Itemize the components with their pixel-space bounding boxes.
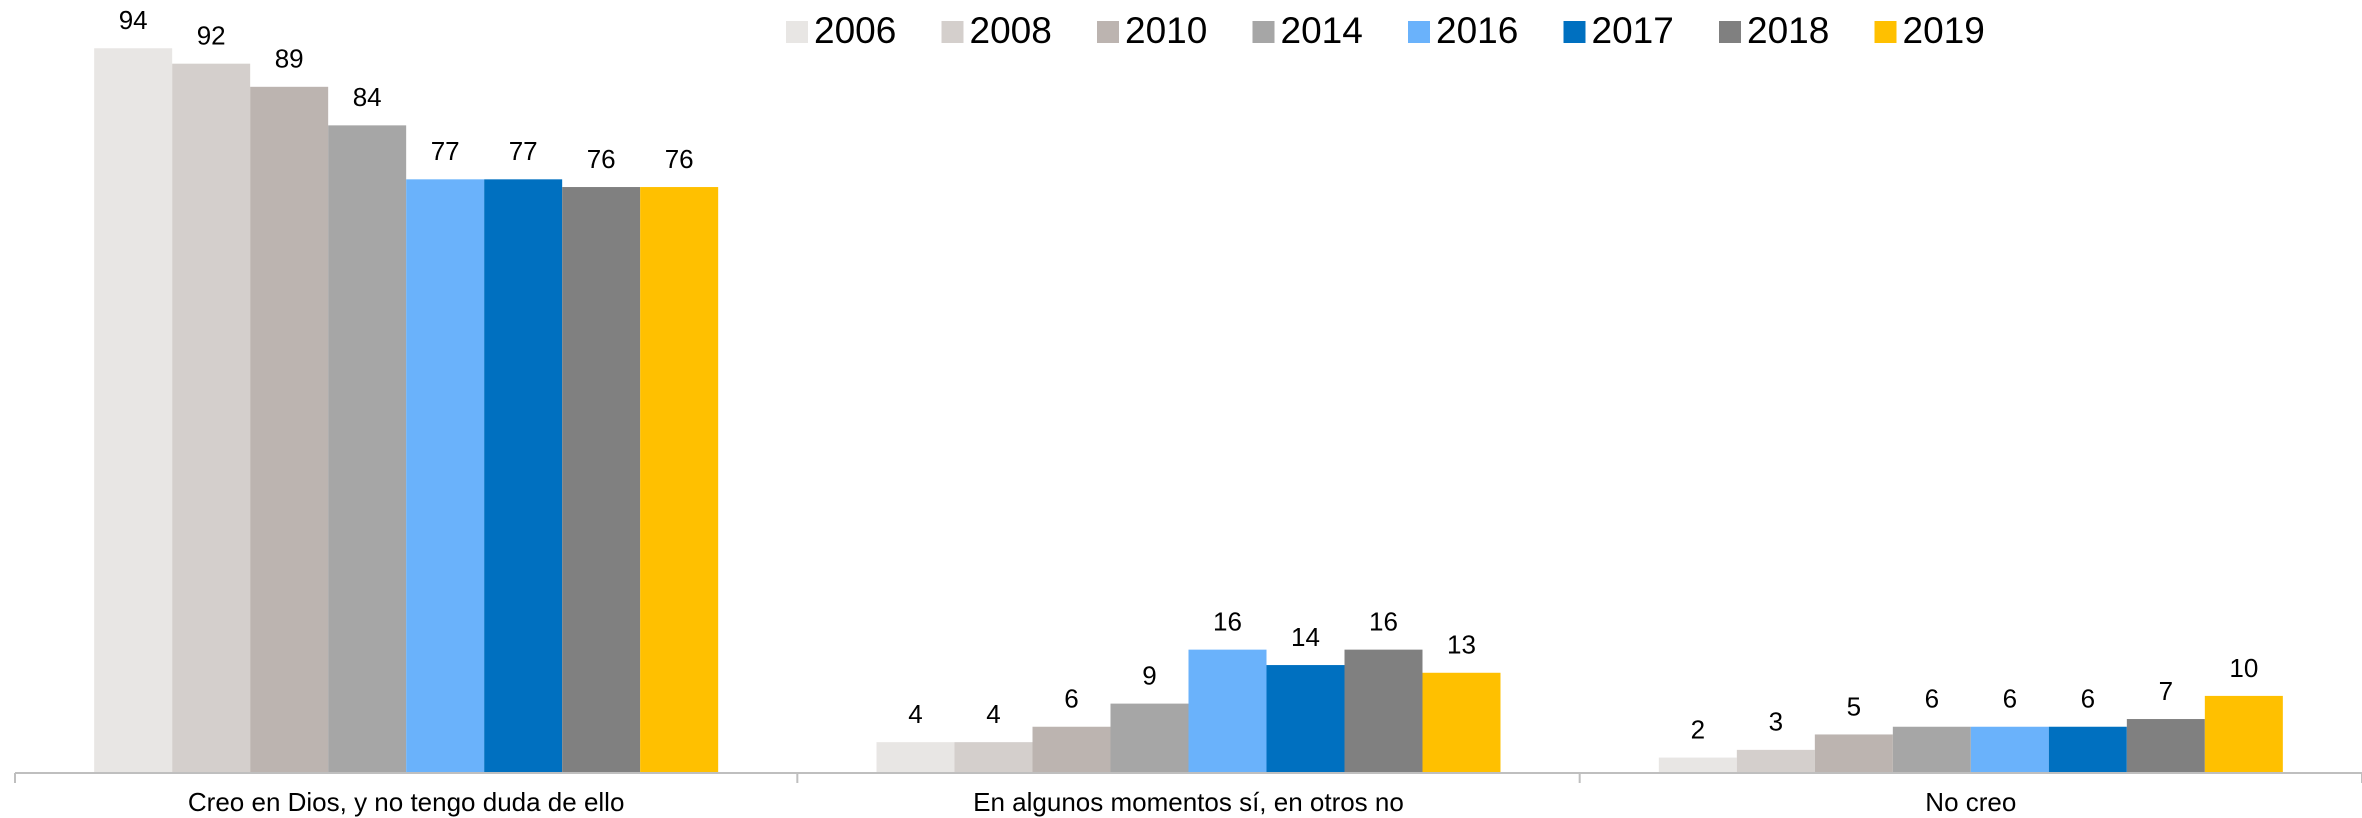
data-label: 77 (431, 136, 460, 166)
data-label: 16 (1213, 607, 1242, 637)
bar (1814, 734, 1893, 773)
legend-swatch (1097, 21, 1119, 43)
bar (1422, 672, 1501, 773)
legend-label: 2008 (970, 10, 1052, 51)
bar (640, 187, 719, 774)
data-label: 6 (1064, 684, 1078, 714)
legend-swatch (1874, 21, 1897, 43)
bar (954, 742, 1033, 773)
data-label: 7 (2159, 676, 2173, 706)
bar (2048, 726, 2127, 773)
legend-label: 2010 (1125, 10, 1207, 51)
data-label: 2 (1691, 714, 1705, 744)
legend-swatch (1719, 21, 1741, 43)
bar (562, 187, 641, 774)
legend-label: 2019 (1903, 10, 1985, 51)
bar (1970, 726, 2049, 773)
legend-swatch (1408, 21, 1430, 43)
bar (1266, 665, 1345, 773)
x-tick-label: No creo (1925, 787, 2016, 817)
data-label: 6 (2081, 684, 2095, 714)
data-label: 9 (1142, 660, 1156, 690)
x-tick-label: En algunos momentos sí, en otros no (973, 787, 1404, 817)
legend-swatch (1252, 21, 1275, 43)
legend-label: 2017 (1592, 10, 1674, 51)
bar (328, 125, 407, 774)
data-label: 77 (509, 136, 538, 166)
data-label: 92 (197, 21, 226, 51)
bar (1892, 726, 1971, 773)
bar (2126, 719, 2205, 773)
legend-label: 2018 (1747, 10, 1829, 51)
data-label: 89 (275, 44, 304, 74)
bar (1658, 757, 1737, 773)
data-label: 6 (1925, 684, 1939, 714)
bar (406, 179, 485, 773)
bar (2204, 695, 2283, 773)
bar (250, 86, 329, 773)
data-label: 14 (1291, 622, 1320, 652)
data-label: 84 (353, 82, 382, 112)
data-label: 6 (2003, 684, 2017, 714)
data-label: 76 (587, 144, 616, 174)
data-label: 94 (119, 5, 148, 35)
legend-swatch (941, 21, 964, 43)
bar (1344, 649, 1423, 773)
data-label: 3 (1769, 707, 1783, 737)
legend-label: 2006 (814, 10, 896, 51)
data-label: 16 (1369, 607, 1398, 637)
legend-label: 2016 (1436, 10, 1518, 51)
bar (94, 48, 173, 773)
bar (172, 63, 251, 774)
bar (876, 742, 955, 773)
x-tick-label: Creo en Dios, y no tengo duda de ello (188, 787, 625, 817)
data-label: 10 (2229, 653, 2258, 683)
bar (484, 179, 563, 773)
data-label: 4 (986, 699, 1000, 729)
data-label: 13 (1447, 630, 1476, 660)
legend-label: 2014 (1281, 10, 1363, 51)
bar (1032, 726, 1111, 773)
bar (1736, 749, 1815, 773)
data-label: 5 (1847, 691, 1861, 721)
bar (1110, 703, 1189, 773)
data-label: 76 (665, 144, 694, 174)
legend-swatch (786, 21, 808, 43)
bar (1188, 649, 1267, 773)
data-label: 4 (908, 699, 922, 729)
legend-swatch (1563, 21, 1586, 43)
